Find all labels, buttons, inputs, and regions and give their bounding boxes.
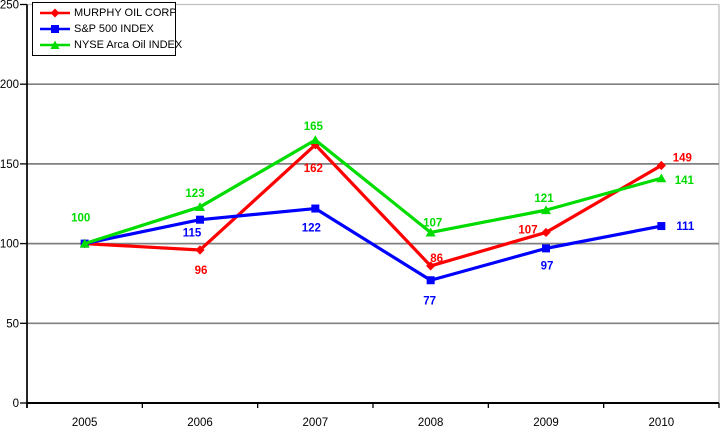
data-point-marker-s0-2010 [656,160,666,171]
data-label-s1-2006: 115 [183,228,202,240]
x-axis-tick-label-2005: 2005 [72,417,98,429]
data-label-s0-2010: 149 [673,152,692,164]
series-line-2 [83,138,663,246]
x-axis-tick-label-2008: 2008 [418,417,444,429]
x-axis-tick-label-2006: 2006 [187,417,213,429]
y-axis-tick-label-200: 200 [0,79,19,91]
data-label-s0-2009: 107 [518,224,537,236]
data-label-s1-2010: 111 [676,221,695,233]
data-label-s0-2008: 86 [430,253,443,265]
y-axis-tick-label-0: 0 [13,398,19,410]
data-point-marker-s1-2008 [426,276,435,285]
data-point-marker-s1-2010 [657,222,666,231]
chart-legend: MURPHY OIL CORP S&P 500 INDEX NYSE Arca … [32,2,182,56]
data-label-s2-2010: 141 [675,175,695,187]
data-label-s0-2007: 162 [304,163,323,175]
data-label-s0-2006: 96 [195,265,208,277]
data-point-marker-s2-2006 [195,202,205,211]
legend-item-murphy-oil-corp: MURPHY OIL CORP [40,5,177,21]
data-label-s2-2009: 121 [534,193,554,205]
data-point-marker-s2-2009 [541,205,551,215]
y-axis-tick-label-150: 150 [0,159,19,171]
legend-label-nyse-arca-oil-index: NYSE Arca Oil INDEX [74,39,183,51]
legend-item-nyse-arca-oil-index: NYSE Arca Oil INDEX [40,37,182,53]
data-label-s2-2007: 165 [304,121,324,133]
x-axis-tick-label-2009: 2009 [533,417,559,429]
series-line-1 [83,206,663,282]
data-point-marker-s2-2007 [310,135,321,144]
red-diamond-line-icon [40,8,70,18]
y-axis-tick-label-250: 250 [0,0,19,12]
legend-item-sp500-index: S&P 500 INDEX [40,21,175,37]
data-label-s2-2006: 123 [185,188,204,200]
y-axis-tick-label-50: 50 [6,318,19,330]
data-label-s1-2008: 77 [423,295,436,307]
legend-label-sp500-index: S&P 500 INDEX [74,23,154,35]
data-point-marker-s2-2005 [79,238,90,248]
data-label-s2-2005: 100 [71,213,90,225]
data-point-marker-s2-2010 [656,173,667,183]
x-axis-tick-label-2010: 2010 [649,417,675,429]
data-point-marker-s0-2008 [426,261,436,271]
data-label-s1-2009: 97 [541,260,554,272]
data-point-marker-s2-2008 [425,227,436,237]
data-point-marker-s0-2009 [541,227,551,238]
data-point-marker-s1-2006 [196,215,204,224]
data-point-marker-s1-2009 [542,244,550,253]
x-axis-tick-label-2007: 2007 [303,417,329,429]
data-point-marker-s0-2006 [195,245,205,255]
data-label-s2-2008: 107 [423,217,442,229]
data-point-marker-s1-2007 [311,204,320,213]
y-axis-tick-label-100: 100 [0,239,19,251]
green-triangle-line-icon [40,40,70,49]
legend-label-murphy-oil-corp: MURPHY OIL CORP [74,7,177,19]
series-line-0 [83,143,663,268]
data-label-s1-2007: 122 [302,223,321,235]
blue-square-line-icon [40,25,70,33]
